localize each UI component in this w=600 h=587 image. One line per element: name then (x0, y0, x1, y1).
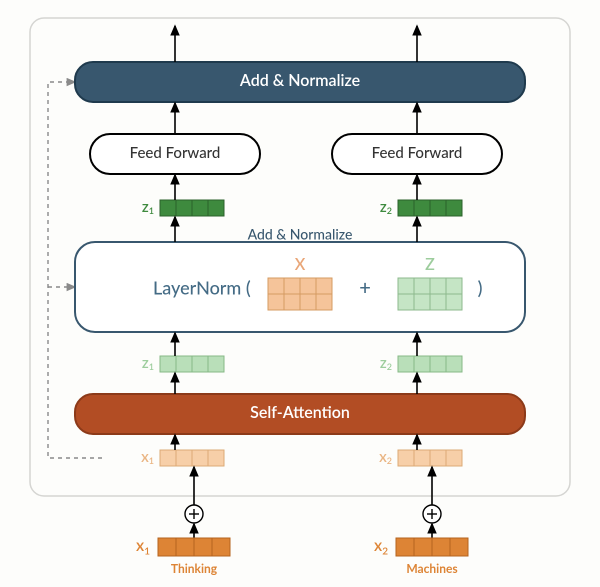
z-dark-right (398, 200, 462, 216)
add-normalize-mid-title: Add & Normalize (248, 226, 353, 243)
input-vector-right (396, 538, 468, 556)
layernorm-func: LayerNorm ( (153, 277, 251, 299)
x-light-left (160, 450, 224, 466)
svg-text:x2: x2 (374, 536, 388, 557)
layernorm-x-matrix (268, 278, 332, 310)
z-light-left (160, 356, 224, 372)
add-normalize-top-label: Add & Normalize (239, 71, 360, 90)
svg-text:Feed Forward: Feed Forward (372, 144, 463, 162)
svg-text:+: + (359, 276, 371, 300)
svg-text:Feed Forward: Feed Forward (130, 144, 221, 162)
svg-text:x1: x1 (136, 536, 150, 557)
x-light-right (398, 450, 462, 466)
svg-text:Z: Z (425, 255, 435, 274)
transformer-encoder-diagram: Add & NormalizeFeed ForwardFeed Forwardz… (0, 0, 600, 587)
input-word-left: Thinking (171, 561, 218, 576)
input-word-right: Machines (406, 561, 457, 576)
svg-text:Self-Attention: Self-Attention (250, 403, 350, 422)
input-vector-left (158, 538, 230, 556)
svg-text:X: X (295, 255, 306, 274)
layernorm-z-matrix (398, 278, 462, 310)
svg-text:): ) (478, 277, 483, 299)
z-dark-left (160, 200, 224, 216)
z-light-right (398, 356, 462, 372)
